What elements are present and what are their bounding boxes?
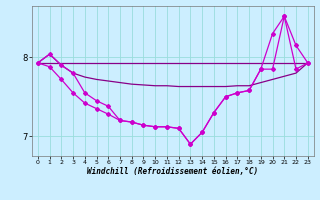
X-axis label: Windchill (Refroidissement éolien,°C): Windchill (Refroidissement éolien,°C) <box>87 167 258 176</box>
